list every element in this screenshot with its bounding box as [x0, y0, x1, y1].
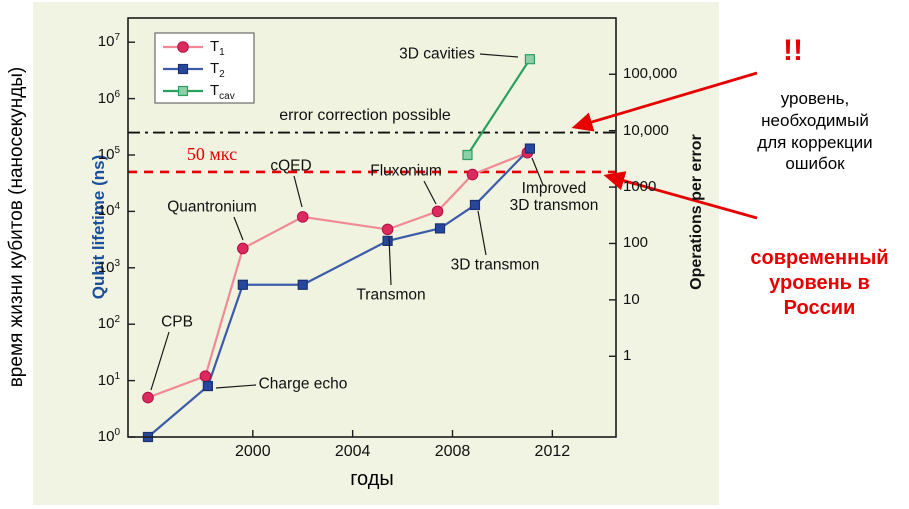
- data-point-T2: [469, 199, 481, 211]
- annotation-leader: [531, 157, 544, 186]
- plot-border: [127, 17, 617, 438]
- data-point-T2: [524, 143, 535, 154]
- annotation-leader: [388, 236, 392, 286]
- annotation-leader: [423, 180, 437, 205]
- data-point-T1: [466, 168, 479, 181]
- legend-marker: [177, 63, 189, 75]
- data-point-T1: [142, 391, 154, 404]
- annotation-leader: [479, 53, 519, 58]
- data-point-T2: [434, 223, 446, 234]
- pointer-arrow: [571, 71, 758, 132]
- annotation-leader: [150, 331, 170, 391]
- annotation-leader: [215, 384, 257, 389]
- series-line-Tcav: [466, 58, 531, 156]
- data-point-T1: [199, 370, 212, 382]
- data-point-T2: [202, 380, 213, 392]
- data-point-T2: [297, 279, 308, 290]
- legend-marker: [177, 85, 189, 97]
- data-point-T2: [382, 235, 393, 246]
- data-point-Tcav: [462, 149, 473, 161]
- annotation-leader: [293, 175, 303, 208]
- data-point-T2: [237, 279, 248, 290]
- pointer-arrow: [603, 171, 758, 220]
- legend-marker: [177, 41, 189, 53]
- data-point-T1: [296, 211, 309, 223]
- series-line-T2: [147, 147, 531, 438]
- annotation-leader: [233, 216, 244, 241]
- data-point-Tcav: [524, 54, 535, 65]
- data-point-T1: [237, 242, 249, 255]
- series-line-T1: [147, 151, 528, 399]
- annotation-leader: [477, 210, 487, 256]
- data-point-T1: [431, 205, 444, 218]
- data-point-T1: [381, 223, 394, 236]
